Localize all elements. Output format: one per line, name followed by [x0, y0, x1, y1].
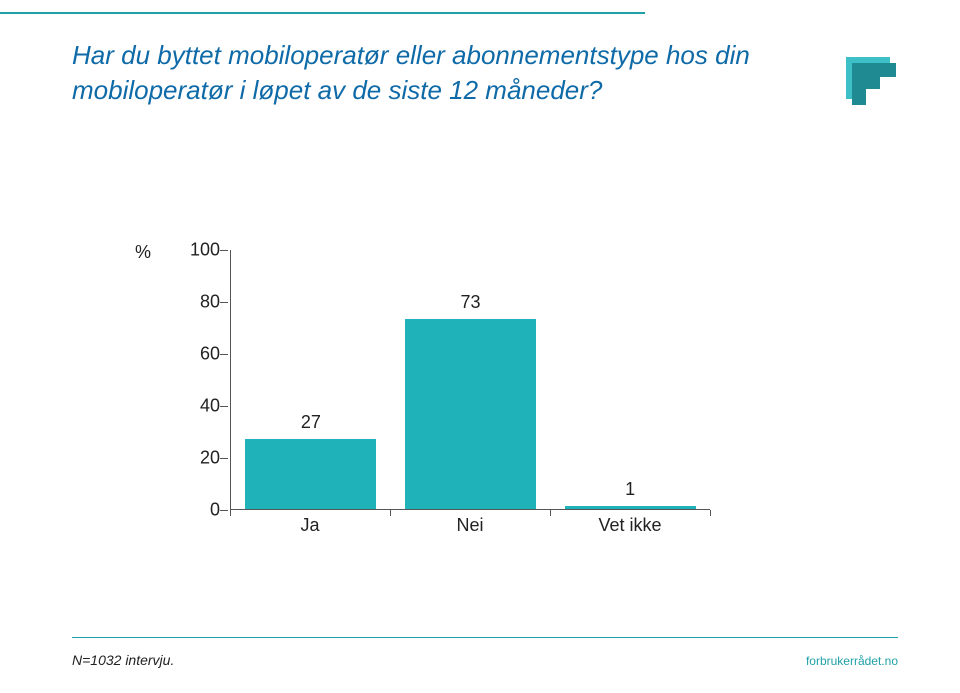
y-tick-label: 20 — [200, 448, 220, 469]
bar-value-label: 27 — [301, 412, 321, 433]
footer-rule — [72, 637, 898, 639]
bar-slot: 73 — [391, 292, 551, 509]
x-category-label: Nei — [390, 515, 550, 536]
bars-container: 27 73 1 — [231, 250, 710, 509]
x-tick — [390, 510, 391, 516]
y-axis-symbol: % — [135, 242, 151, 263]
y-tick-label: 0 — [210, 500, 220, 521]
y-tick — [220, 510, 228, 511]
x-tick — [230, 510, 231, 516]
y-tick-label: 60 — [200, 344, 220, 365]
bar — [405, 319, 536, 509]
x-tick — [550, 510, 551, 516]
y-tick-label: 40 — [200, 396, 220, 417]
page-title: Har du byttet mobiloperatør eller abonne… — [72, 38, 792, 108]
x-tick — [710, 510, 711, 516]
bar-slot: 1 — [550, 479, 710, 509]
logo-path-dark — [852, 63, 896, 105]
y-tick — [220, 406, 228, 407]
bar-slot: 27 — [231, 412, 391, 509]
top-rule — [0, 12, 645, 14]
bar — [245, 439, 376, 509]
x-category-label: Vet ikke — [550, 515, 710, 536]
y-tick — [220, 354, 228, 355]
bar-value-label: 1 — [625, 479, 635, 500]
brand-logo-icon — [844, 55, 898, 110]
y-tick — [220, 250, 228, 251]
bar-value-label: 73 — [460, 292, 480, 313]
footnote: N=1032 intervju. — [72, 652, 174, 668]
y-tick — [220, 302, 228, 303]
bar — [565, 506, 696, 509]
brand-text: forbrukerrådet.no — [806, 654, 898, 668]
x-category-label: Ja — [230, 515, 390, 536]
y-tick-label: 80 — [200, 292, 220, 313]
bar-chart: % 27731 020406080100 JaNeiVet ikke — [190, 250, 710, 540]
x-labels: JaNeiVet ikke — [230, 515, 710, 536]
y-tick-label: 100 — [190, 240, 220, 261]
y-tick — [220, 458, 228, 459]
plot-area: 27 73 1 — [230, 250, 710, 510]
